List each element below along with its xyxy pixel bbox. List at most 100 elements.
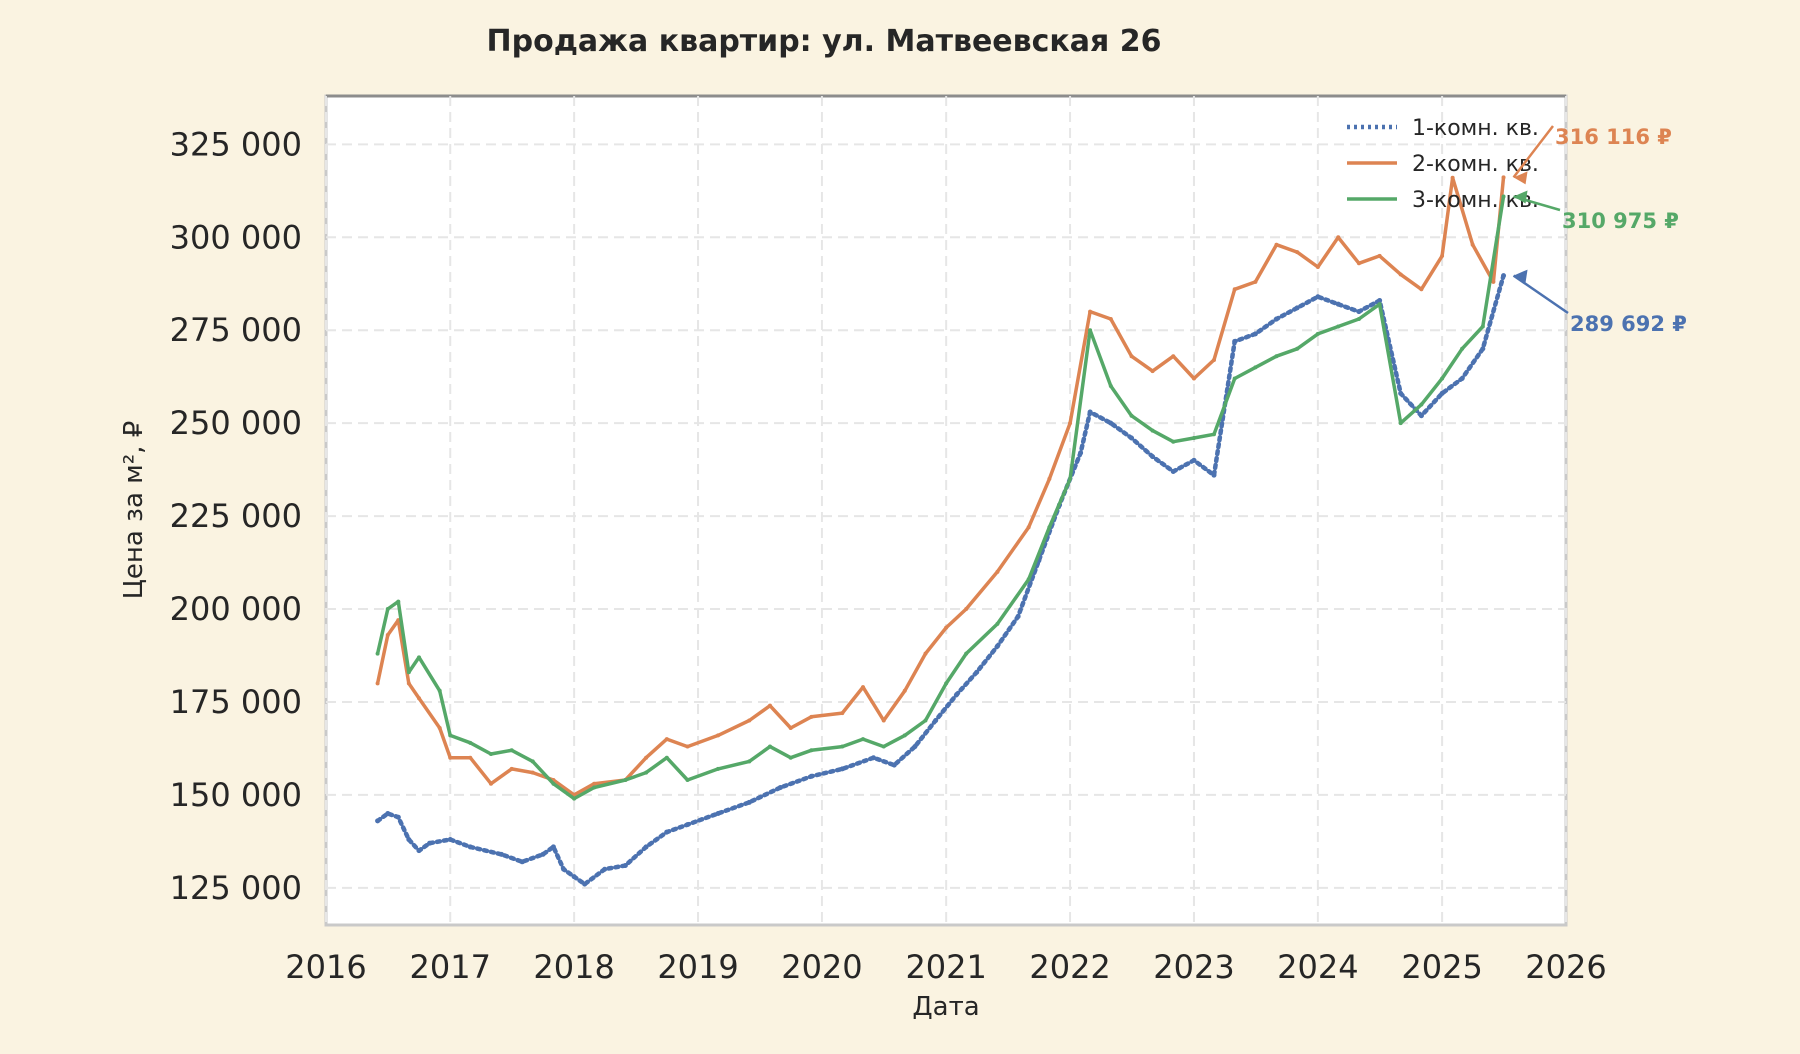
data-point	[406, 836, 412, 842]
y-tick-label: 200 000	[170, 590, 302, 628]
data-point	[716, 766, 721, 771]
data-point	[448, 755, 453, 760]
data-point	[1015, 613, 1021, 619]
annotation-arrowhead	[1513, 171, 1528, 185]
data-point	[1026, 577, 1031, 582]
data-point	[1068, 476, 1073, 481]
data-point	[1398, 421, 1403, 426]
data-point	[1253, 279, 1258, 284]
data-point	[747, 718, 752, 723]
data-point	[1211, 432, 1216, 437]
data-point	[1470, 242, 1475, 247]
data-point	[1274, 354, 1279, 359]
data-point	[778, 784, 784, 790]
data-point	[385, 810, 391, 816]
y-axis-ticks: 125 000 150 000 175 000 200 000 225 000 250 0…	[170, 125, 302, 906]
data-point	[1108, 420, 1114, 426]
y-tick-label: 275 000	[170, 311, 302, 349]
legend-label: 3-комн. кв.	[1412, 188, 1539, 213]
data-point	[1419, 287, 1424, 292]
data-point	[623, 778, 628, 783]
data-point	[861, 685, 866, 690]
data-point	[385, 633, 390, 638]
data-point	[933, 718, 939, 724]
x-axis-ticks: 2016 2017 2018 2019 2020 2021 2022 2023 2024 2025…	[285, 948, 1606, 986]
data-point	[1088, 328, 1093, 333]
annotation-label: 316 116 ₽	[1555, 125, 1672, 149]
data-point	[1356, 261, 1361, 266]
data-point	[871, 755, 877, 761]
data-point	[902, 688, 907, 693]
data-point	[448, 733, 453, 738]
data-point	[1356, 309, 1362, 315]
x-axis-label: Дата	[912, 992, 979, 1022]
data-point	[572, 796, 577, 801]
data-point	[1191, 457, 1197, 463]
data-point	[1129, 435, 1135, 441]
data-point	[1171, 354, 1176, 359]
data-point	[912, 744, 918, 750]
data-point	[385, 607, 390, 612]
data-point	[1440, 253, 1445, 258]
data-point	[902, 733, 907, 738]
data-point	[685, 822, 691, 828]
data-point	[1087, 409, 1093, 415]
data-point	[809, 748, 814, 753]
data-point	[571, 874, 577, 880]
annotation-arrow	[1512, 274, 1569, 315]
data-point	[530, 770, 535, 775]
y-tick-label: 225 000	[170, 497, 302, 535]
x-tick-label: 2021	[905, 948, 986, 986]
data-point	[1450, 175, 1455, 180]
annotation-label: 289 692 ₽	[1570, 312, 1687, 336]
data-point	[1419, 402, 1424, 407]
data-point	[1232, 287, 1237, 292]
data-point	[1398, 272, 1403, 277]
y-tick-label: 300 000	[170, 218, 302, 256]
data-point	[808, 773, 814, 779]
x-tick-label: 2024	[1277, 948, 1358, 986]
data-point	[530, 759, 535, 764]
series-line	[375, 175, 1506, 797]
data-point	[1150, 369, 1155, 374]
data-point	[1295, 346, 1300, 351]
y-tick-label: 175 000	[170, 683, 302, 721]
data-point	[1274, 242, 1279, 247]
data-point	[447, 836, 453, 842]
data-point	[1315, 294, 1321, 300]
data-point	[417, 696, 422, 701]
data-point	[468, 740, 473, 745]
data-point	[561, 866, 567, 872]
y-tick-label: 150 000	[170, 776, 302, 814]
data-point	[395, 814, 401, 820]
data-point	[519, 859, 525, 865]
data-point	[964, 607, 969, 612]
x-tick-label: 2019	[657, 948, 738, 986]
data-point	[540, 851, 546, 857]
data-point	[788, 725, 793, 730]
data-point	[602, 866, 608, 872]
data-point	[1377, 302, 1382, 307]
data-point	[881, 744, 886, 749]
data-point	[923, 718, 928, 723]
data-point	[944, 625, 949, 630]
data-point	[995, 569, 1000, 574]
data-point	[746, 799, 752, 805]
annotation-arrowhead	[1513, 269, 1528, 283]
data-point	[954, 692, 960, 698]
data-point	[1191, 376, 1196, 381]
data-point	[550, 844, 556, 850]
data-point	[396, 599, 401, 604]
data-point	[1253, 365, 1258, 370]
data-point	[375, 818, 381, 824]
legend-label: 2-комн. кв.	[1412, 152, 1539, 177]
data-point	[1418, 413, 1424, 419]
data-point	[1501, 273, 1507, 279]
data-point	[1336, 235, 1341, 240]
data-point	[923, 651, 928, 656]
data-point	[622, 863, 628, 869]
grid-lines	[325, 96, 1567, 925]
series-lines	[375, 175, 1507, 887]
data-point	[1480, 324, 1485, 329]
legend: 1-комн. кв. 2-комн. кв. 3-комн. кв.	[1347, 116, 1539, 213]
